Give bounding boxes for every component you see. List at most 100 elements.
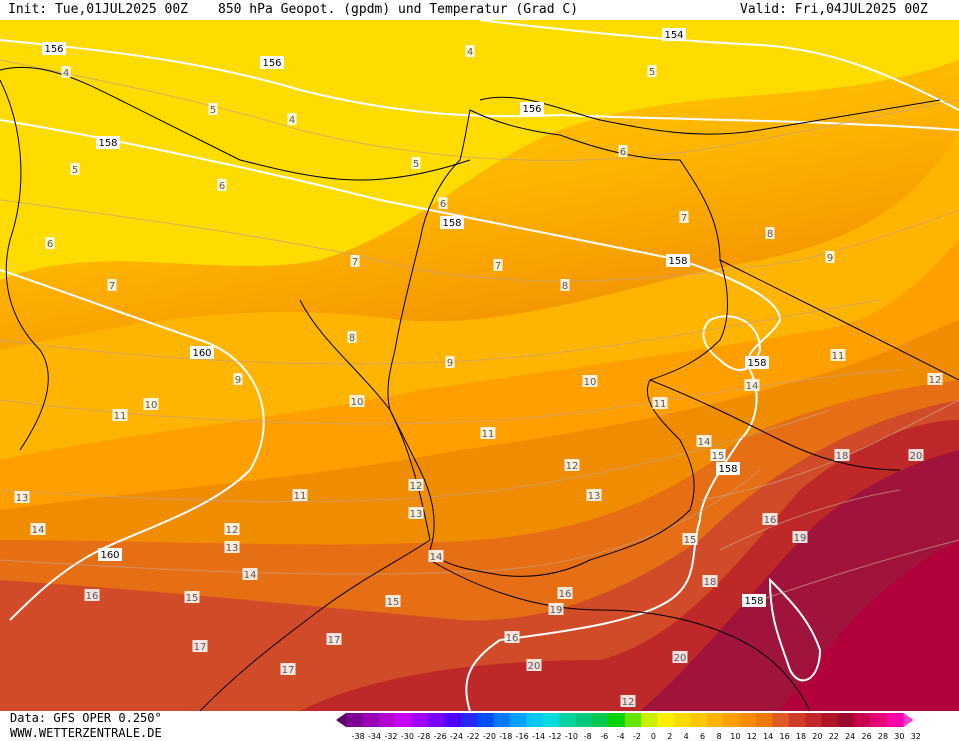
temperature-label: 14: [744, 379, 760, 392]
temperature-label: 10: [349, 395, 365, 408]
svg-text:10: 10: [351, 397, 364, 408]
valid-time: Valid: Fri,04JUL2025 00Z: [740, 2, 928, 17]
legend-swatch: [542, 713, 560, 727]
legend-tick-label: 12: [747, 732, 757, 741]
legend-tick-label: -4: [617, 732, 625, 741]
contour-154: [479, 20, 959, 111]
svg-text:158: 158: [98, 138, 117, 149]
temperature-label: 14: [428, 550, 444, 563]
legend-tick-label: 6: [700, 732, 705, 741]
svg-text:8: 8: [562, 281, 568, 292]
init-time: Init: Tue,01JUL2025 00Z: [8, 2, 189, 17]
svg-text:11: 11: [832, 351, 845, 362]
legend-swatch: [887, 713, 905, 727]
legend-tick-label: 24: [845, 732, 855, 741]
svg-text:158: 158: [442, 218, 461, 229]
geopot-label: 158: [440, 216, 464, 229]
legend-tick-label: -22: [466, 732, 479, 741]
website-link[interactable]: WWW.WETTERZENTRALE.DE: [10, 726, 162, 740]
temperature-label-group: 4 4 4 5 5 5 5 6 6 6 6 7 7 7 7 8 8 8 9 9 9 10 10 10 11 11 11 11 11 12 1…: [14, 45, 943, 708]
svg-text:16: 16: [559, 589, 572, 600]
svg-text:4: 4: [467, 47, 473, 58]
svg-text:14: 14: [244, 570, 257, 581]
temperature-label: 16: [762, 513, 778, 526]
svg-text:14: 14: [746, 381, 759, 392]
svg-text:8: 8: [767, 229, 773, 240]
temperature-label: 11: [480, 427, 496, 440]
legend-swatch: [690, 713, 708, 727]
legend-tick-label: -6: [600, 732, 608, 741]
legend-tick-label: -8: [584, 732, 592, 741]
temperature-label: 16: [557, 587, 573, 600]
svg-text:20: 20: [910, 451, 923, 462]
temperature-label: 4: [287, 113, 297, 126]
temperature-label: 12: [408, 479, 424, 492]
legend-tick-label: -28: [417, 732, 430, 741]
temperature-label: 4: [465, 45, 475, 58]
temperature-area-very-cold: [220, 20, 472, 120]
legend-swatch: [772, 713, 790, 727]
temperature-label: 11: [652, 397, 668, 410]
svg-text:12: 12: [410, 481, 423, 492]
svg-text:6: 6: [219, 181, 225, 192]
legend-swatch: [788, 713, 806, 727]
svg-text:17: 17: [328, 635, 341, 646]
temperature-label: 4: [61, 66, 71, 79]
legend-swatch: [870, 713, 888, 727]
legend-tick-label: 0: [651, 732, 656, 741]
temperature-label: 12: [224, 523, 240, 536]
legend-tick-label: -24: [450, 732, 463, 741]
svg-text:9: 9: [447, 358, 453, 369]
temperature-legend: -38 -34 -32 -30 -28 -26 -24 -22 -20 -18 -16 -14 -12-…: [336, 713, 921, 741]
legend-tick-label: 26: [862, 732, 872, 741]
legend-tick-label: -2: [633, 732, 641, 741]
svg-text:6: 6: [620, 147, 626, 158]
svg-text:6: 6: [47, 239, 53, 250]
legend-swatch: [805, 713, 823, 727]
svg-text:12: 12: [929, 375, 942, 386]
temperature-label: 7: [350, 255, 360, 268]
temperature-label: 15: [184, 591, 200, 604]
svg-text:20: 20: [528, 661, 541, 672]
legend-swatch: [411, 713, 429, 727]
geopot-label: 158: [96, 136, 120, 149]
svg-text:7: 7: [495, 261, 501, 272]
temperature-label: 8: [560, 279, 570, 292]
temperature-label: 15: [682, 533, 698, 546]
legend-swatch: [657, 713, 675, 727]
data-source: Data: GFS OPER 0.250°: [10, 711, 162, 725]
temperature-label: 11: [292, 489, 308, 502]
alps-border: [429, 559, 811, 711]
temperature-label: 10: [143, 398, 159, 411]
temperature-label: 15: [710, 449, 726, 462]
france-border: [199, 299, 431, 711]
temperature-label: 11: [830, 349, 846, 362]
svg-text:158: 158: [744, 596, 763, 607]
svg-text:17: 17: [282, 665, 295, 676]
svg-text:158: 158: [668, 256, 687, 267]
contour-158-east: [702, 315, 762, 371]
temperature-label: 6: [438, 197, 448, 210]
temperature-label: 18: [702, 575, 718, 588]
svg-text:7: 7: [352, 257, 358, 268]
legend-tick-label: 8: [716, 732, 721, 741]
svg-text:5: 5: [413, 159, 419, 170]
svg-text:7: 7: [109, 281, 115, 292]
temperature-label: 17: [192, 640, 208, 653]
legend-tick-label: 4: [684, 732, 689, 741]
temperature-label: 11: [112, 409, 128, 422]
svg-text:18: 18: [836, 451, 849, 462]
temperature-label: 12: [927, 373, 943, 386]
temperature-label: 7: [679, 211, 689, 224]
legend-tick-label: -10: [565, 732, 578, 741]
svg-text:16: 16: [86, 591, 99, 602]
geopot-label: 156: [42, 42, 66, 55]
svg-text:158: 158: [747, 358, 766, 369]
temperature-label: 6: [45, 237, 55, 250]
svg-text:160: 160: [192, 348, 211, 359]
weather-map[interactable]: 156 156 154 158 156 158 158 160 158 160 …: [0, 20, 959, 711]
svg-text:20: 20: [674, 653, 687, 664]
svg-text:9: 9: [235, 375, 241, 386]
legend-swatch: [444, 713, 462, 727]
temperature-area-warm-22: [780, 540, 959, 711]
